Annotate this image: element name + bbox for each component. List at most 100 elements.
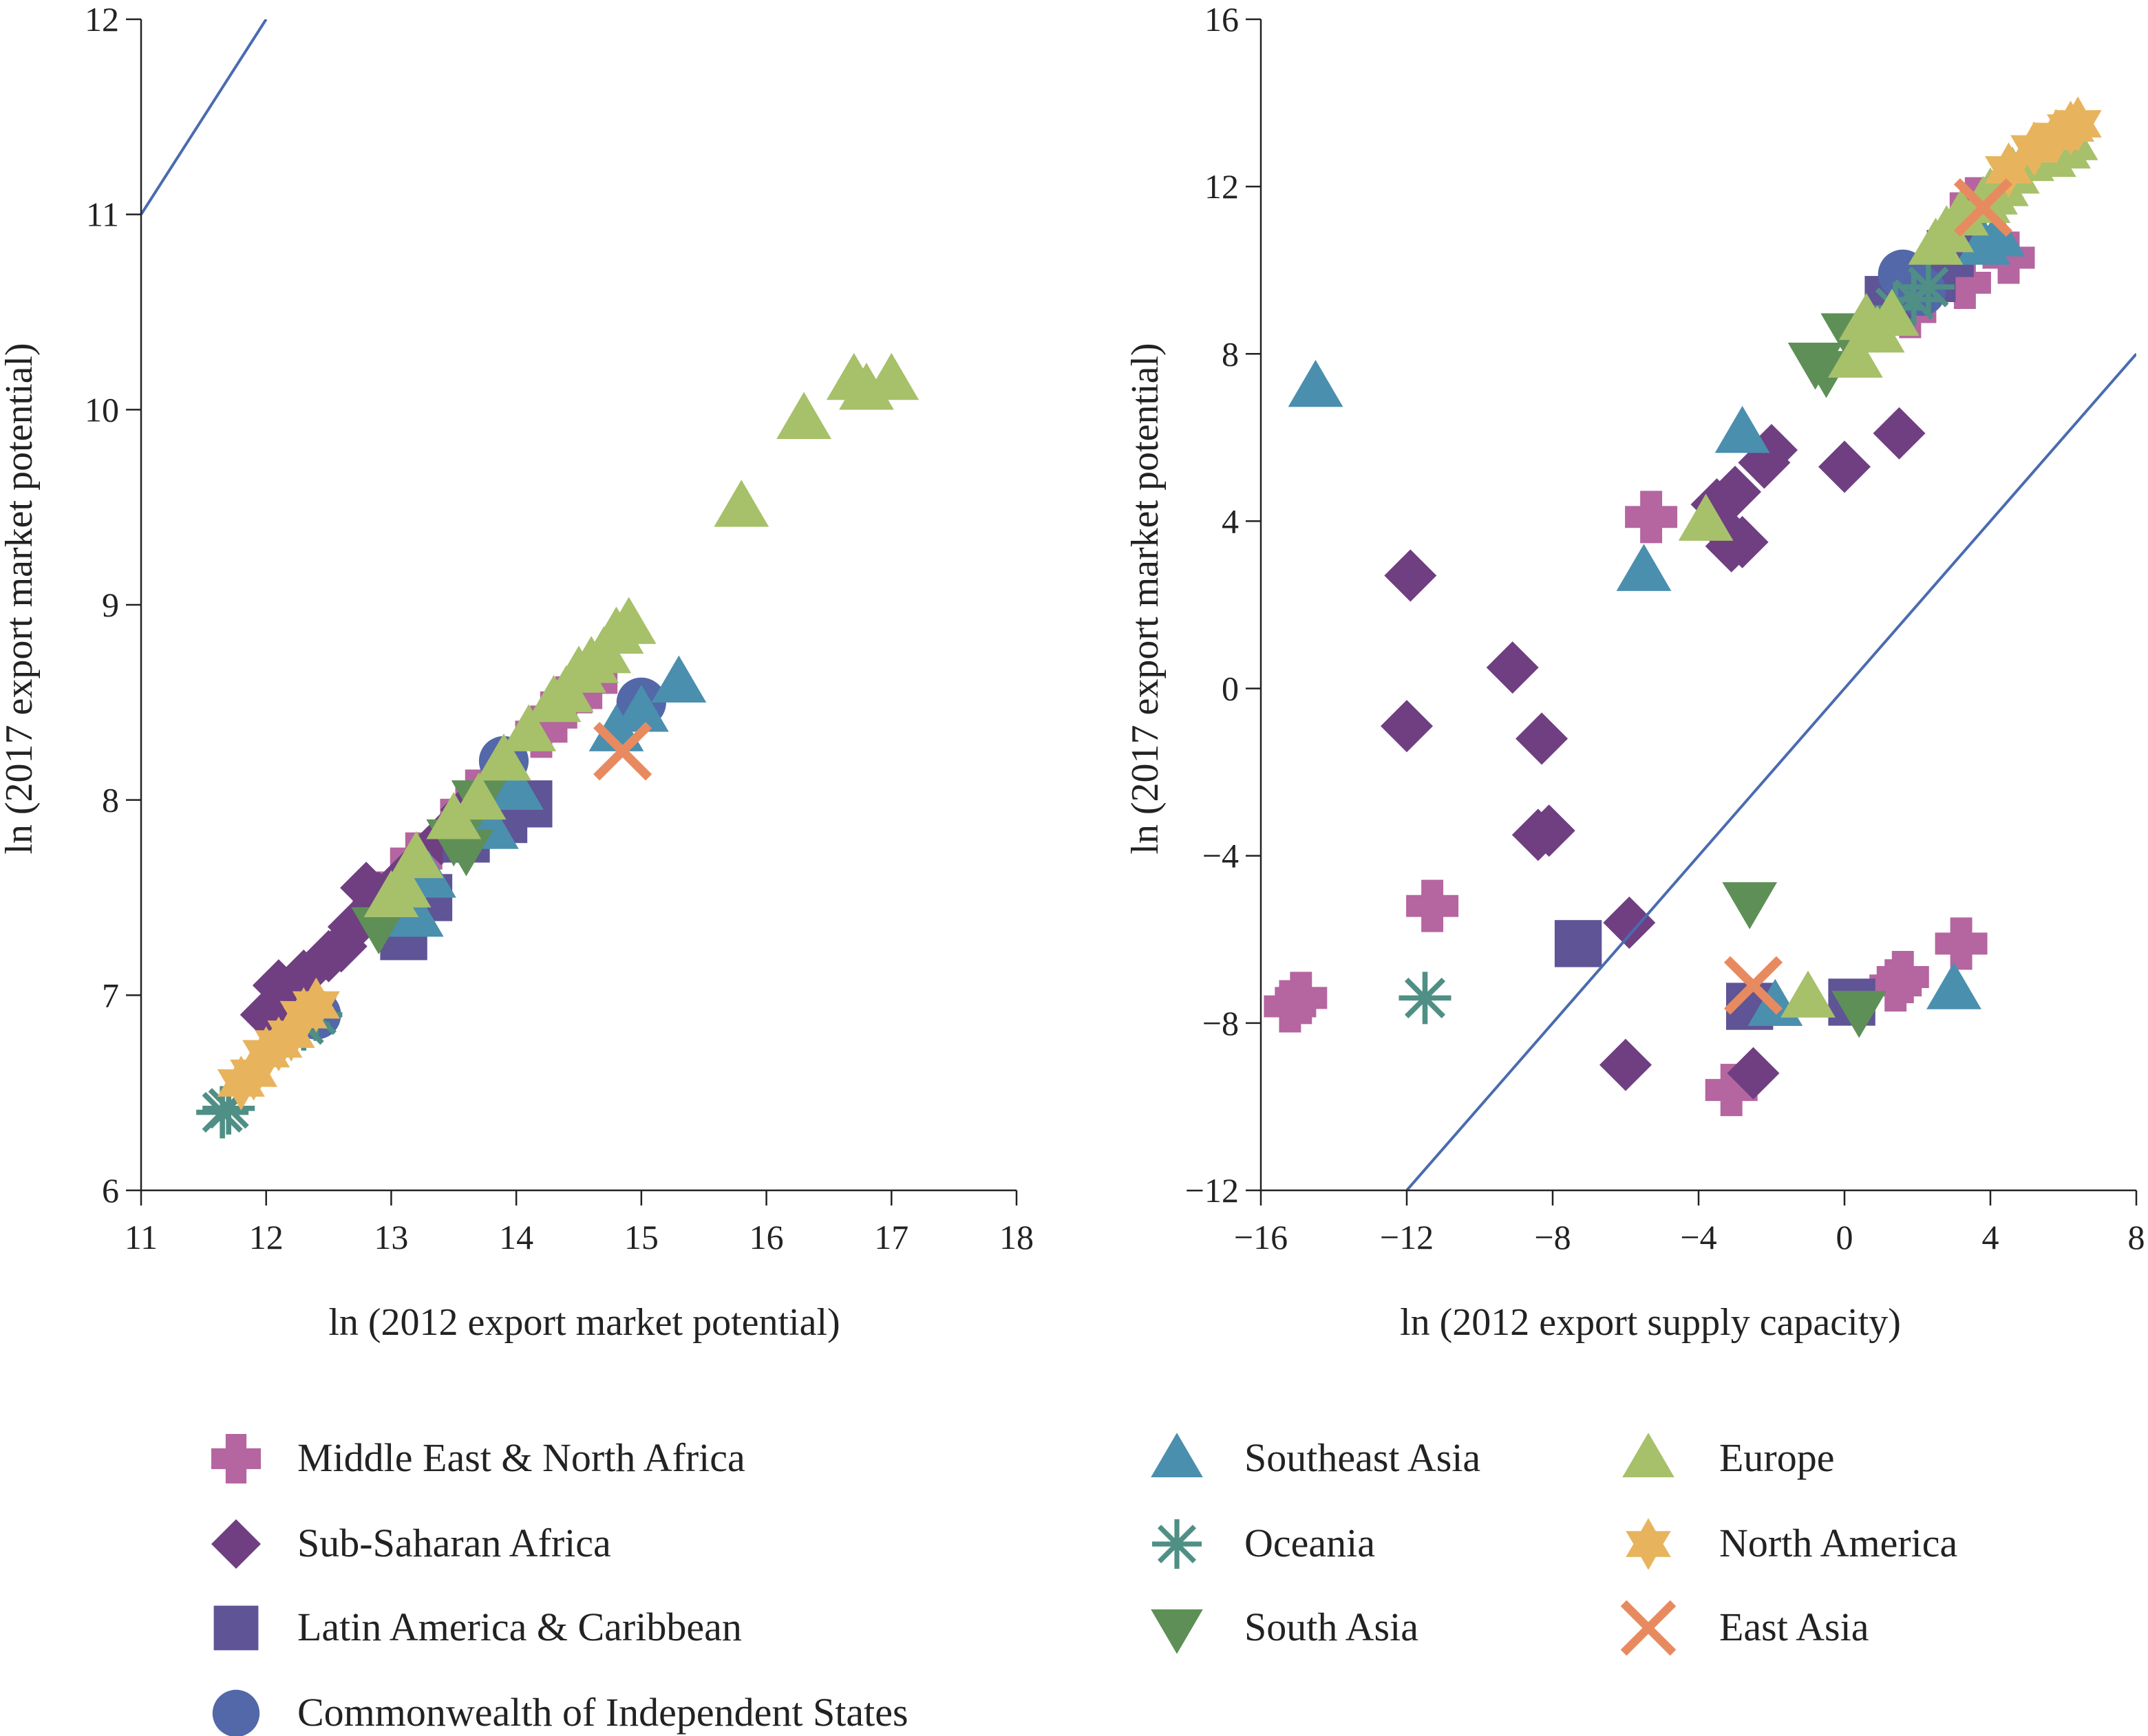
right-point-ssa [1522,804,1575,857]
left-reference-line [141,19,268,215]
right-point-europe [1828,330,1883,378]
right-point-mena [1876,950,1929,1003]
left-chart: 11 12 13 14 15 16 17 18 6 7 8 9 10 11 12 ln (2012 expo… [0,0,1034,1344]
left-point-europe [476,733,531,781]
right-y-tick-label: 8 [1222,334,1239,373]
legend-item-south-asia: South Asia [1151,1605,1418,1654]
legend-marker-europe [1622,1433,1674,1477]
right-point-oceania [1399,972,1452,1025]
legend-item-mena: Middle East & North Africa [211,1434,745,1483]
legend-marker-north-america [1626,1518,1671,1570]
legend-marker-shape-north_america [1626,1518,1671,1570]
legend-marker-cis [212,1689,260,1736]
legend-marker-shape-cis [212,1689,260,1736]
left-x-tick-label: 12 [249,1218,284,1256]
left-y-tick-label: 6 [102,1171,119,1210]
legend-label-south-asia: South Asia [1244,1605,1418,1649]
right-point-oceania [1902,261,1955,314]
right-point-sea [1616,544,1672,591]
left-point-north_america [229,1045,278,1101]
right-chart: −16 −12 −8 −4 0 4 8 −12 −8 −4 0 4 8 12 16 ln (2012 exp… [1124,0,2145,1344]
right-y-tick-label: −4 [1202,837,1239,875]
left-y-axis-title: ln (2017 export market potential) [0,343,41,854]
right-point-sea [1288,360,1343,407]
right-point-north_america [2054,96,2102,151]
right-y-tick-label: 12 [1204,167,1239,206]
legend-marker-shape-mena [211,1434,261,1483]
right-point-lac [1554,920,1602,967]
right-x-tick-label: −4 [1680,1218,1716,1256]
legend-marker-shape-sea [1151,1433,1203,1477]
right-y-tick-label: 16 [1204,0,1239,39]
right-point-mena [1705,1064,1758,1117]
legend-label-europe: Europe [1719,1435,1835,1480]
right-y-axis-title: ln (2017 export market potential) [1124,343,1167,854]
legend-item-lac: Latin America & Caribbean [213,1605,742,1651]
legend-marker-lac [213,1605,259,1651]
legend-label-mena: Middle East & North Africa [297,1435,745,1480]
right-x-tick-label: −12 [1380,1218,1434,1256]
left-point-europe [376,860,432,908]
legend: Middle East & North Africa Sub-Saharan A… [211,1433,1957,1736]
legend-marker-south-asia [1151,1609,1203,1654]
left-point-sea [651,655,707,703]
left-y-tick-label: 8 [102,781,119,819]
left-point-europe [501,704,557,751]
legend-label-oceania: Oceania [1244,1521,1375,1565]
right-x-tick-label: 0 [1836,1218,1853,1256]
legend-marker-shape-lac [213,1605,259,1651]
legend-label-east-asia: East Asia [1719,1605,1869,1649]
right-y-tick-label: 4 [1222,502,1239,540]
left-y-tick-label: 11 [86,195,119,234]
right-point-ssa [1381,700,1433,753]
right-point-europe [1780,970,1836,1018]
legend-item-east-asia: East Asia [1620,1600,1869,1656]
legend-label-sea: Southeast Asia [1244,1435,1480,1480]
legend-marker-shape-east_asia [1620,1600,1677,1656]
right-point-ssa [1709,465,1761,518]
legend-marker-shape-europe [1622,1433,1674,1477]
left-chart-axes: 11 12 13 14 15 16 17 18 6 7 8 9 10 11 12 [85,0,1034,1256]
right-point-sea [1970,209,2025,257]
right-point-ssa [1818,440,1871,493]
legend-label-ssa: Sub-Saharan Africa [297,1521,611,1565]
right-x-tick-label: 4 [1982,1218,1999,1256]
legend-label-north-america: North America [1719,1521,1957,1565]
left-point-europe [564,636,619,683]
legend-item-oceania: Oceania [1152,1519,1375,1569]
right-point-sea [1926,962,1981,1009]
left-point-east_asia [593,722,652,781]
right-y-tick-label: 0 [1222,669,1239,708]
right-point-mena [1625,491,1678,544]
right-point-europe [1678,493,1734,541]
right-point-ssa [1384,549,1437,602]
right-x-axis-title: ln (2012 export supply capacity) [1400,1301,1901,1344]
legend-marker-mena [211,1434,261,1483]
left-point-europe [451,772,507,820]
left-point-europe [538,665,594,713]
legend-item-ssa: Sub-Saharan Africa [211,1519,611,1569]
right-point-ssa [1603,896,1656,949]
legend-item-europe: Europe [1622,1433,1835,1480]
left-point-sea [613,685,669,732]
right-y-tick-label: −12 [1185,1171,1239,1210]
left-point-north_america [255,1016,303,1072]
legend-marker-shape-ssa [211,1519,261,1569]
left-y-tick-label: 10 [85,390,119,429]
legend-marker-oceania [1152,1519,1202,1569]
right-x-tick-label: −8 [1534,1218,1571,1256]
left-point-sea [489,762,544,810]
right-point-ssa [1873,407,1926,460]
left-point-north_america [279,987,328,1042]
left-x-tick-label: 13 [374,1218,408,1256]
left-point-ssa [315,920,368,973]
right-y-tick-label: −8 [1202,1004,1239,1042]
legend-item-sea: Southeast Asia [1151,1433,1480,1480]
right-point-east_asia [1953,178,2012,237]
right-point-south_asia [1831,991,1887,1038]
left-y-tick-label: 9 [102,586,119,624]
left-point-south_asia [351,907,407,954]
legend-item-north-america: North America [1626,1518,1957,1570]
left-point-europe [826,352,882,400]
left-point-europe [714,480,769,527]
